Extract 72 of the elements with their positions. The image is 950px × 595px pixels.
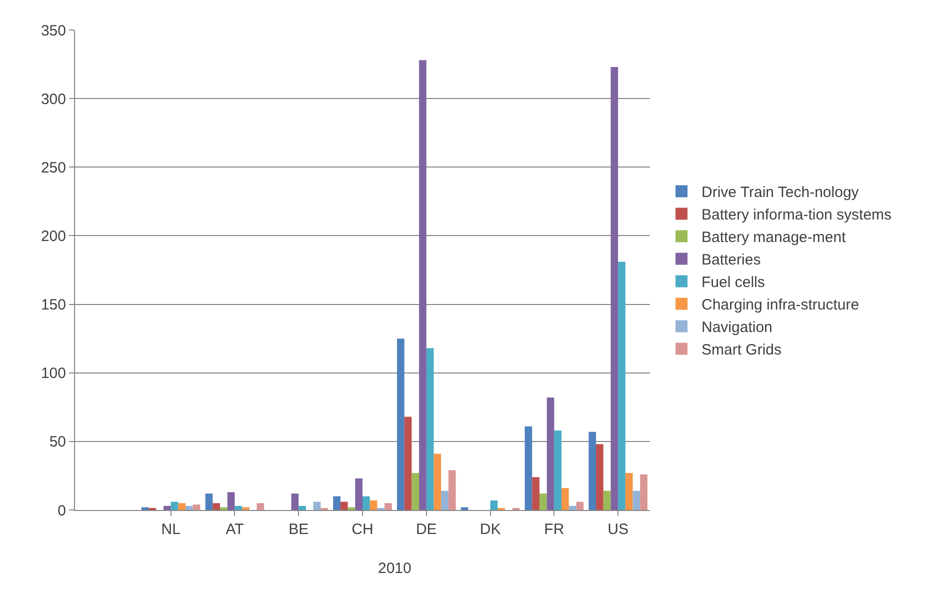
bar <box>355 478 362 510</box>
bar <box>340 502 348 510</box>
bar <box>426 348 434 510</box>
bar <box>220 507 228 510</box>
bar <box>419 60 426 510</box>
legend-label: Charging infra-structure <box>702 296 860 314</box>
bar <box>397 338 404 510</box>
bar <box>546 398 554 510</box>
bar <box>412 472 420 510</box>
bar <box>441 490 448 510</box>
y-tick-label: 0 <box>58 502 66 520</box>
y-tick-label: 100 <box>40 365 66 382</box>
y-tick-label: 300 <box>40 90 66 108</box>
bar <box>256 503 264 510</box>
x-tick-label: FR <box>544 521 564 538</box>
bar <box>384 503 392 510</box>
legend-label: Batteries <box>702 252 761 269</box>
bar <box>568 506 576 510</box>
bar <box>242 507 250 510</box>
legend-label: Fuel cells <box>702 274 765 292</box>
bar <box>596 444 604 510</box>
bar <box>554 430 562 510</box>
legend-label: Navigation <box>702 319 772 336</box>
bar <box>313 502 321 510</box>
x-tick-label: DE <box>416 521 437 538</box>
legend-label: Battery informa-tion systems <box>702 206 892 224</box>
bar <box>333 496 340 510</box>
bar <box>490 500 498 510</box>
x-tick-label: DK <box>480 521 501 538</box>
bar <box>227 492 235 510</box>
bar <box>539 494 547 510</box>
x-tick-label: CH <box>352 521 374 538</box>
bar <box>404 416 412 510</box>
x-tick-label: US <box>608 521 628 538</box>
x-axis-title: 2010 <box>378 560 412 577</box>
bar <box>562 488 569 510</box>
bar <box>170 502 178 510</box>
bar <box>163 506 171 510</box>
legend-label: Drive Train Tech-nology <box>702 184 860 202</box>
bar <box>370 500 378 510</box>
bar <box>524 426 532 510</box>
y-tick-label: 200 <box>40 228 66 245</box>
bar <box>434 454 442 510</box>
bar <box>576 502 584 510</box>
y-tick-label: 150 <box>40 296 66 314</box>
bar <box>448 470 456 510</box>
bar <box>234 506 242 510</box>
y-tick-label: 50 <box>49 434 66 451</box>
bar <box>186 506 193 510</box>
bar <box>291 494 299 510</box>
bar <box>618 262 626 510</box>
bar <box>192 504 200 510</box>
bar <box>532 477 540 510</box>
bar <box>362 496 370 510</box>
x-tick-label: BE <box>288 521 309 538</box>
bar <box>588 432 596 510</box>
legend-label: Smart Grids <box>702 342 782 359</box>
bar <box>212 503 220 510</box>
y-tick-label: 250 <box>40 159 66 176</box>
bar <box>632 490 640 510</box>
bar <box>625 472 633 510</box>
y-tick-label: 350 <box>40 22 66 40</box>
bar <box>178 503 186 510</box>
bar <box>298 506 306 510</box>
bar <box>141 507 149 510</box>
x-tick-label: AT <box>226 521 244 538</box>
bar <box>205 494 213 510</box>
bar <box>640 474 648 510</box>
legend-label: Battery manage-ment <box>702 229 847 246</box>
x-tick-label: NL <box>161 521 180 538</box>
bar <box>610 67 618 510</box>
bar <box>603 490 611 510</box>
